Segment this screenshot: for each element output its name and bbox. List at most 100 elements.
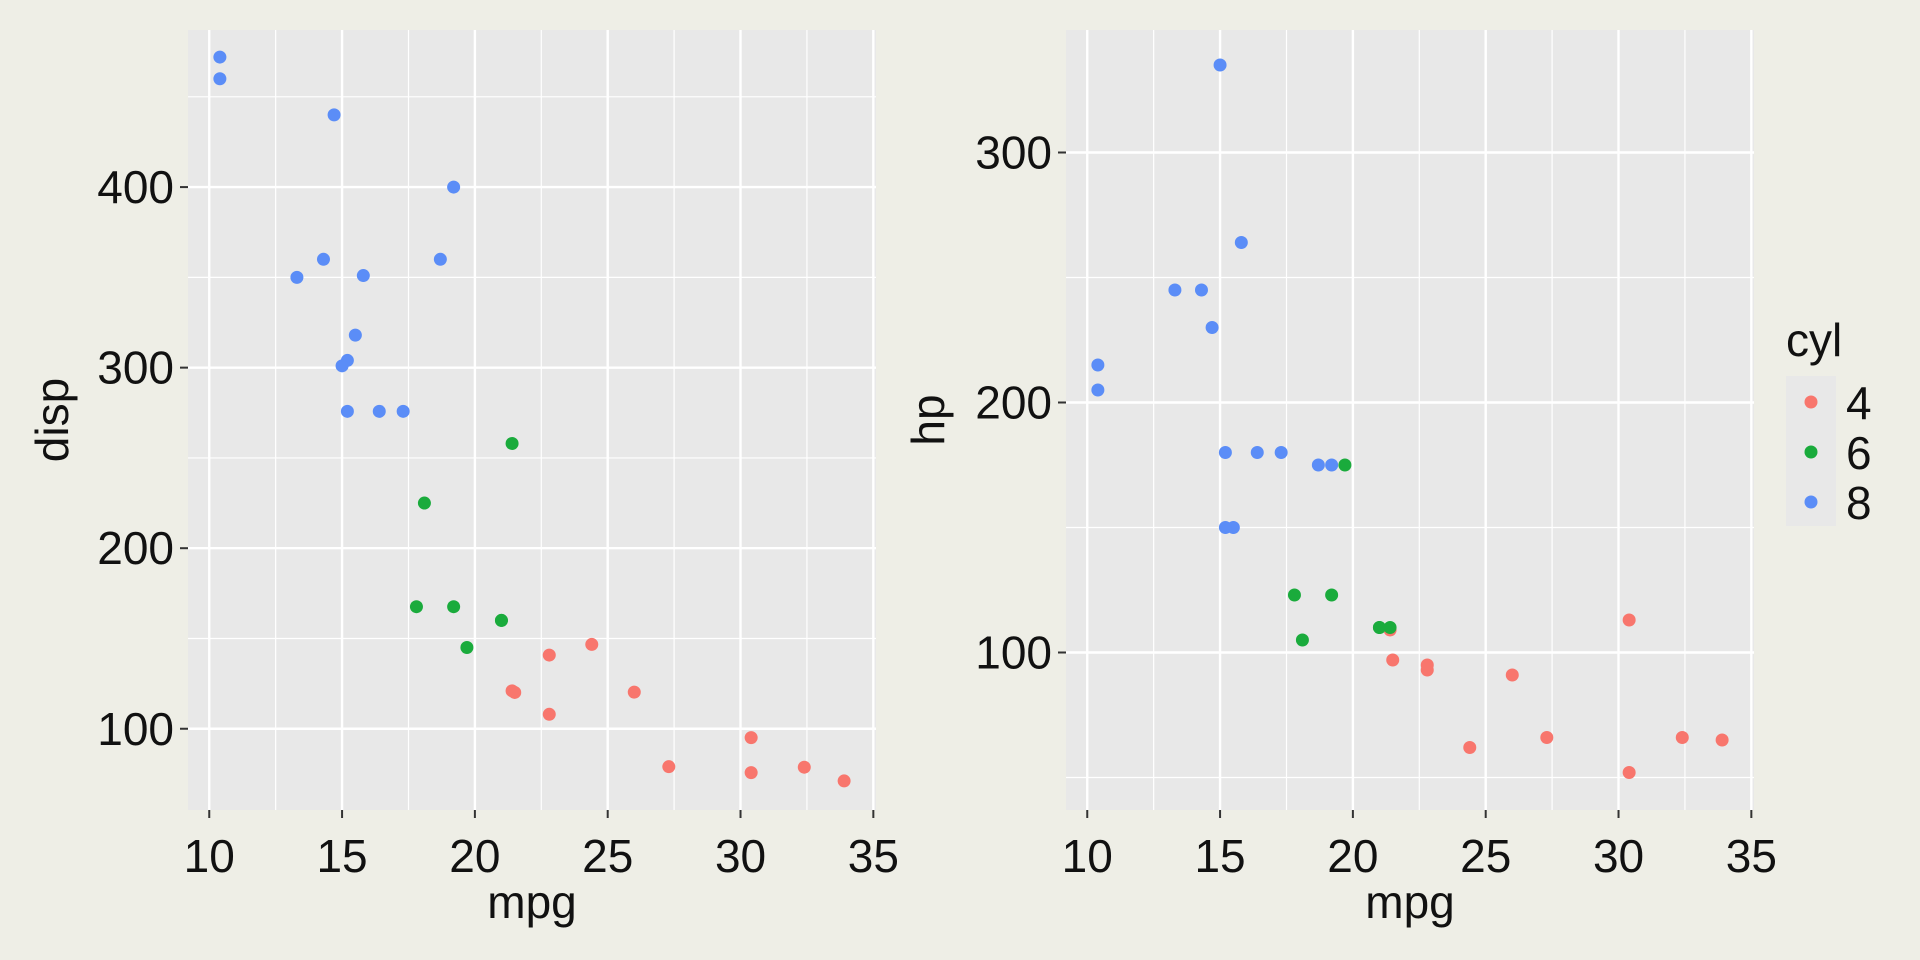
y-axis-title: disp: [26, 378, 78, 462]
legend-label-cyl-6: 6: [1846, 427, 1872, 479]
data-point-cyl-8: [316, 252, 330, 266]
data-point-cyl-8: [335, 359, 349, 373]
legend-key-cyl-4: [1804, 395, 1818, 409]
data-point-cyl-6: [1287, 588, 1301, 602]
data-point-cyl-6: [1383, 621, 1397, 634]
data-point-cyl-4: [1715, 733, 1729, 747]
data-point-cyl-8: [1091, 383, 1105, 397]
data-point-cyl-8: [356, 269, 370, 283]
data-point-cyl-8: [1218, 521, 1232, 534]
data-point-cyl-6: [1372, 621, 1386, 634]
data-point-cyl-4: [837, 774, 851, 788]
data-point-cyl-4: [1420, 658, 1434, 672]
data-point-cyl-8: [348, 328, 362, 342]
legend-title: cyl: [1786, 314, 1842, 366]
plot-panel-background: [1066, 30, 1754, 810]
data-point-cyl-8: [1194, 283, 1208, 297]
axis-ticks: 10 15 20 25 30 35 100 200 300 400: [97, 161, 899, 882]
data-point-cyl-8: [213, 50, 227, 64]
data-point-cyl-6: [1338, 458, 1352, 472]
data-point-cyl-8: [1213, 58, 1227, 72]
y-axis-title: hp: [902, 394, 954, 445]
y-tick-label: 300: [97, 342, 174, 394]
x-tick-label: 15: [316, 830, 367, 882]
data-points: [1091, 58, 1729, 779]
data-point-cyl-4: [1463, 741, 1477, 754]
data-point-cyl-4: [744, 766, 758, 780]
data-point-cyl-6: [447, 600, 461, 614]
data-point-cyl-6: [417, 496, 431, 510]
data-point-cyl-8: [396, 404, 410, 418]
data-point-cyl-4: [1622, 613, 1636, 627]
data-point-cyl-8: [1218, 446, 1232, 459]
data-point-cyl-6: [1295, 633, 1309, 647]
data-point-cyl-4: [1540, 731, 1554, 744]
legend-label-cyl-4: 4: [1846, 377, 1872, 429]
data-point-cyl-8: [447, 180, 461, 194]
y-tick-label: 100: [97, 703, 174, 755]
data-point-cyl-6: [409, 600, 423, 614]
x-tick-label: 25: [1460, 830, 1511, 882]
axis-ticks: 10 15 20 25 30 35 100 200 300: [975, 127, 1777, 883]
data-point-cyl-4: [542, 648, 556, 662]
data-point-cyl-8: [290, 270, 304, 284]
data-point-cyl-4: [585, 637, 599, 651]
data-point-cyl-4: [1505, 668, 1519, 682]
data-point-cyl-8: [327, 108, 341, 122]
data-point-cyl-8: [1091, 358, 1105, 372]
data-point-cyl-4: [505, 684, 519, 698]
grid-lines: [1066, 30, 1754, 810]
plot-panel-background: [188, 30, 876, 810]
data-point-cyl-4: [744, 731, 758, 745]
x-tick-label: 10: [184, 830, 235, 882]
data-point-cyl-6: [1325, 588, 1339, 602]
x-tick-label: 35: [848, 830, 899, 882]
data-point-cyl-4: [542, 707, 556, 721]
legend-key-cyl-8: [1804, 495, 1818, 509]
data-point-cyl-6: [505, 436, 519, 450]
x-tick-label: 30: [1593, 830, 1644, 882]
x-axis-title: mpg: [487, 876, 576, 928]
x-tick-label: 35: [1726, 830, 1777, 882]
x-axis-title: mpg: [1365, 876, 1454, 928]
data-point-cyl-8: [1311, 458, 1325, 472]
y-tick-label: 300: [975, 127, 1052, 179]
legend: cyl 468: [1786, 314, 1872, 529]
grid-lines: [188, 30, 876, 810]
y-tick-label: 400: [97, 161, 174, 213]
data-point-cyl-4: [797, 760, 811, 774]
data-point-cyl-8: [1250, 446, 1264, 459]
data-point-cyl-6: [494, 613, 508, 627]
x-tick-label: 25: [582, 830, 633, 882]
y-tick-label: 200: [97, 522, 174, 574]
data-point-cyl-8: [433, 252, 447, 266]
x-tick-label: 30: [715, 830, 766, 882]
legend-key-cyl-6: [1804, 445, 1818, 459]
legend-label-cyl-8: 8: [1846, 477, 1872, 529]
data-point-cyl-8: [1274, 446, 1288, 459]
x-tick-label: 20: [449, 830, 500, 882]
y-tick-label: 100: [975, 627, 1052, 679]
x-tick-label: 10: [1062, 830, 1113, 882]
data-point-cyl-8: [340, 404, 354, 418]
x-tick-label: 15: [1194, 830, 1245, 882]
data-points: [213, 50, 851, 788]
data-point-cyl-8: [1325, 458, 1339, 472]
data-point-cyl-8: [1205, 321, 1219, 334]
data-point-cyl-4: [1622, 766, 1636, 779]
y-tick-label: 200: [975, 377, 1052, 429]
data-point-cyl-8: [1234, 236, 1248, 249]
data-point-cyl-4: [662, 760, 676, 774]
data-point-cyl-4: [627, 685, 641, 699]
disp-vs-mpg-panel: 10 15 20 25 30 35 100 200 300 400 mpg disp: [26, 30, 899, 928]
data-point-cyl-8: [372, 404, 386, 418]
hp-vs-mpg-panel: 10 15 20 25 30 35 100 200 300 mpg hp: [902, 30, 1777, 928]
data-point-cyl-8: [1168, 283, 1182, 297]
x-tick-label: 20: [1327, 830, 1378, 882]
data-point-cyl-6: [460, 641, 474, 654]
data-point-cyl-8: [213, 72, 227, 86]
legend-entries: 468: [1804, 377, 1872, 529]
data-point-cyl-4: [1386, 653, 1400, 667]
data-point-cyl-4: [1675, 731, 1689, 744]
